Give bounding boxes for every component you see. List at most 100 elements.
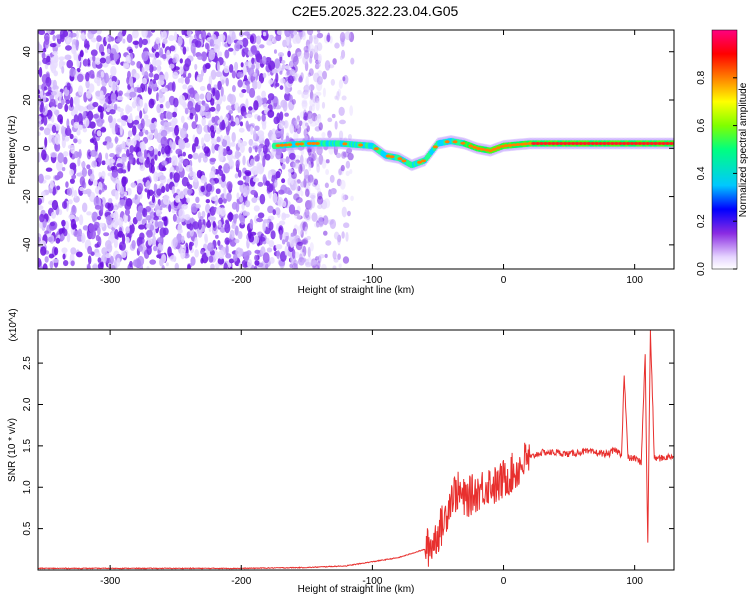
noise-speckle [171,155,178,166]
noise-speckle [141,50,149,62]
noise-speckle [262,102,268,109]
noise-speckle [77,157,81,167]
noise-speckle [189,112,194,120]
noise-speckle [259,236,266,242]
noise-speckle [200,174,207,184]
noise-speckle [217,80,222,91]
noise-speckle [69,133,74,140]
noise-speckle [145,215,152,221]
noise-speckle [98,152,103,163]
noise-speckle [212,221,216,228]
noise-speckle [61,219,66,227]
noise-speckle [321,131,326,138]
noise-speckle [43,127,51,136]
noise-speckle [98,44,105,55]
noise-speckle [127,130,133,138]
noise-speckle [110,212,117,219]
track-peak [389,155,395,159]
noise-speckle [219,134,223,143]
noise-speckle [274,58,281,69]
noise-speckle [289,94,293,103]
noise-speckle [279,85,284,90]
noise-speckle [332,58,337,65]
noise-speckle [82,127,88,133]
noise-speckle [206,220,212,228]
noise-speckle [313,52,319,61]
noise-speckle [42,263,48,269]
colorbar-tick-label: 0.8 [696,70,707,84]
noise-speckle [234,42,241,52]
noise-speckle [45,167,53,172]
noise-speckle [77,85,84,96]
noise-speckle [131,125,137,136]
noise-speckle [49,222,55,227]
noise-speckle [262,72,267,78]
noise-speckle [171,186,176,195]
noise-speckle [325,240,332,246]
track-peak [432,145,438,149]
noise-speckle [205,111,212,119]
noise-speckle [69,178,75,184]
noise-speckle [56,185,61,191]
noise-speckle [187,183,193,190]
noise-speckle [194,249,199,258]
noise-speckle [94,204,102,210]
noise-speckle [334,120,338,130]
noise-speckle [181,203,188,210]
noise-speckle [267,109,275,118]
noise-speckle [116,95,124,101]
noise-speckle [154,220,159,228]
noise-speckle [324,253,328,259]
noise-speckle [90,30,98,34]
noise-speckle [91,211,98,222]
noise-speckle [151,194,156,204]
noise-speckle [276,250,281,260]
noise-speckle [338,79,343,89]
noise-speckle [210,216,216,222]
noise-speckle [221,138,227,148]
track-peak [641,141,647,145]
noise-speckle [230,121,236,127]
noise-speckle [121,140,126,149]
noise-speckle [210,263,215,269]
noise-speckle [114,190,119,200]
noise-speckle [257,212,265,219]
noise-speckle [220,86,224,97]
noise-speckle [105,253,112,259]
noise-speckle [153,73,160,81]
noise-speckle [316,32,324,39]
noise-speckle [190,42,196,54]
noise-speckle [232,85,236,93]
noise-speckle [101,254,107,264]
x-tick-label: -300 [100,576,120,587]
colorbar-tick-label: 0.6 [696,118,707,132]
noise-speckle [51,90,57,96]
noise-speckle [178,94,186,106]
noise-speckle [182,151,187,157]
noise-speckle [318,218,324,226]
noise-speckle [129,260,133,268]
noise-speckle [239,121,244,127]
spectrogram-y-ticks: -40 -20 0 20 40 [22,46,674,252]
noise-speckle [143,149,148,159]
noise-speckle [275,34,282,42]
snr-y-label: SNR (10 * v/v) [7,418,18,482]
noise-speckle [247,67,255,77]
snr-frame [37,329,675,571]
noise-speckle [228,258,235,264]
noise-speckle [141,66,145,76]
spectrogram-y-label: Frequency (Hz) [7,116,18,185]
noise-speckle [57,114,64,123]
noise-speckle [329,218,337,230]
noise-speckle [182,84,188,90]
noise-speckle [152,235,157,246]
noise-speckle [228,63,234,73]
noise-speckle [189,241,194,247]
noise-speckle [150,165,155,174]
spectrogram-frame [37,29,675,270]
noise-speckle [162,38,168,45]
noise-speckle [146,245,152,255]
y-tick-label: 20 [22,94,33,106]
noise-speckle [291,53,298,63]
